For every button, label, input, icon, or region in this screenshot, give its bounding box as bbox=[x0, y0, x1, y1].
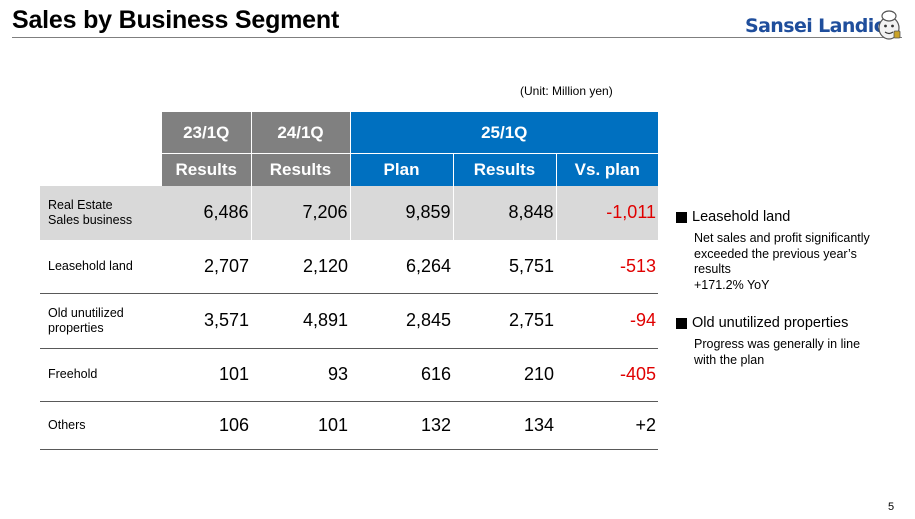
row-label: Old unutilized properties bbox=[40, 293, 162, 349]
table-row-leasehold-land: Leasehold land 2,707 2,120 6,264 5,751 -… bbox=[40, 240, 658, 294]
note-line: exceeded the previous year’s bbox=[694, 246, 857, 261]
cell-value: 101 bbox=[251, 401, 350, 450]
cell-value: 101 bbox=[162, 348, 251, 402]
row-label-line: Old unutilized bbox=[48, 305, 124, 320]
note-line: Progress was generally in line bbox=[694, 337, 861, 351]
sub-header-results-23: Results bbox=[162, 153, 252, 186]
unit-label: (Unit: Million yen) bbox=[520, 84, 613, 98]
cell-vs-plan: +2 bbox=[556, 401, 658, 450]
note-body: Net sales and profit significantly excee… bbox=[694, 231, 906, 293]
cell-value: 7,206 bbox=[251, 186, 351, 241]
note-heading: Leasehold land bbox=[676, 209, 906, 225]
cell-value: 6,486 bbox=[162, 186, 252, 241]
cell-value: 5,751 bbox=[453, 240, 556, 294]
sales-table: 23/1Q 24/1Q 25/1Q Results Results Plan R… bbox=[40, 112, 658, 450]
slide-title: Sales by Business Segment bbox=[12, 6, 340, 34]
cell-value: 106 bbox=[162, 401, 251, 450]
period-header-25-1q: 25/1Q bbox=[350, 112, 658, 154]
mascot-icon bbox=[878, 10, 901, 40]
row-label: Leasehold land bbox=[40, 240, 162, 294]
note-line: Net sales and profit significantly bbox=[694, 231, 870, 245]
cell-value: 134 bbox=[453, 401, 556, 450]
row-label-line: properties bbox=[48, 320, 104, 335]
cell-value: 2,120 bbox=[251, 240, 350, 294]
cell-value: 2,751 bbox=[453, 293, 556, 349]
title-divider bbox=[12, 37, 902, 38]
cell-value: 210 bbox=[453, 348, 556, 402]
row-label: Others bbox=[40, 401, 162, 450]
table-row-others: Others 106 101 132 134 +2 bbox=[40, 401, 658, 450]
row-label-line: Real Estate bbox=[48, 197, 113, 212]
cell-vs-plan: -405 bbox=[556, 348, 658, 402]
cell-value: 616 bbox=[350, 348, 453, 402]
table-row-old-unutilized: Old unutilized properties 3,571 4,891 2,… bbox=[40, 293, 658, 349]
sub-header-vs-plan: Vs. plan bbox=[556, 153, 658, 186]
company-logo: Sansei Landic bbox=[745, 9, 905, 41]
table-row-freehold: Freehold 101 93 616 210 -405 bbox=[40, 348, 658, 402]
row-label-line: Sales business bbox=[48, 212, 133, 227]
cell-value: 2,707 bbox=[162, 240, 251, 294]
sub-header-results-24: Results bbox=[251, 153, 351, 186]
cell-vs-plan: -513 bbox=[556, 240, 658, 294]
row-label: Real Estate Sales business bbox=[40, 186, 162, 241]
logo-text: Sansei Landic bbox=[745, 15, 885, 37]
cell-value: 2,845 bbox=[350, 293, 453, 349]
square-bullet-icon bbox=[676, 211, 687, 223]
cell-value: 132 bbox=[350, 401, 453, 450]
period-header-23-1q: 23/1Q bbox=[162, 112, 252, 154]
table-row-real-estate-sales: Real Estate Sales business 6,486 7,206 9… bbox=[40, 186, 658, 241]
note-leasehold-land: Leasehold land Net sales and profit sign… bbox=[676, 209, 906, 293]
row-label-line: Leasehold land bbox=[48, 259, 133, 273]
cell-value: 3,571 bbox=[162, 293, 251, 349]
page-number: 5 bbox=[888, 501, 895, 513]
square-bullet-icon bbox=[676, 317, 687, 329]
sub-header-results-25: Results bbox=[453, 153, 557, 186]
notes-panel: Leasehold land Net sales and profit sign… bbox=[676, 209, 906, 368]
note-body: Progress was generally in line with the … bbox=[694, 337, 906, 368]
note-heading-text: Leasehold land bbox=[692, 209, 791, 225]
period-header-24-1q: 24/1Q bbox=[251, 112, 351, 154]
cell-value: 93 bbox=[251, 348, 350, 402]
note-line: results bbox=[694, 262, 731, 276]
row-label-line: Others bbox=[48, 417, 86, 432]
cell-value: 6,264 bbox=[350, 240, 453, 294]
note-line: +171.2% YoY bbox=[694, 277, 770, 292]
cell-value: 9,859 bbox=[350, 186, 454, 241]
note-line: with the plan bbox=[694, 352, 765, 367]
cell-value: 8,848 bbox=[453, 186, 557, 241]
note-heading: Old unutilized properties bbox=[676, 315, 906, 331]
note-old-unutilized: Old unutilized properties Progress was g… bbox=[676, 315, 906, 368]
row-label: Freehold bbox=[40, 348, 162, 402]
cell-vs-plan: -94 bbox=[556, 293, 658, 349]
sub-header-plan: Plan bbox=[350, 153, 454, 186]
cell-value: 4,891 bbox=[251, 293, 350, 349]
cell-vs-plan: -1,011 bbox=[556, 186, 658, 241]
note-heading-text: Old unutilized properties bbox=[692, 315, 849, 331]
row-label-line: Freehold bbox=[48, 367, 98, 381]
